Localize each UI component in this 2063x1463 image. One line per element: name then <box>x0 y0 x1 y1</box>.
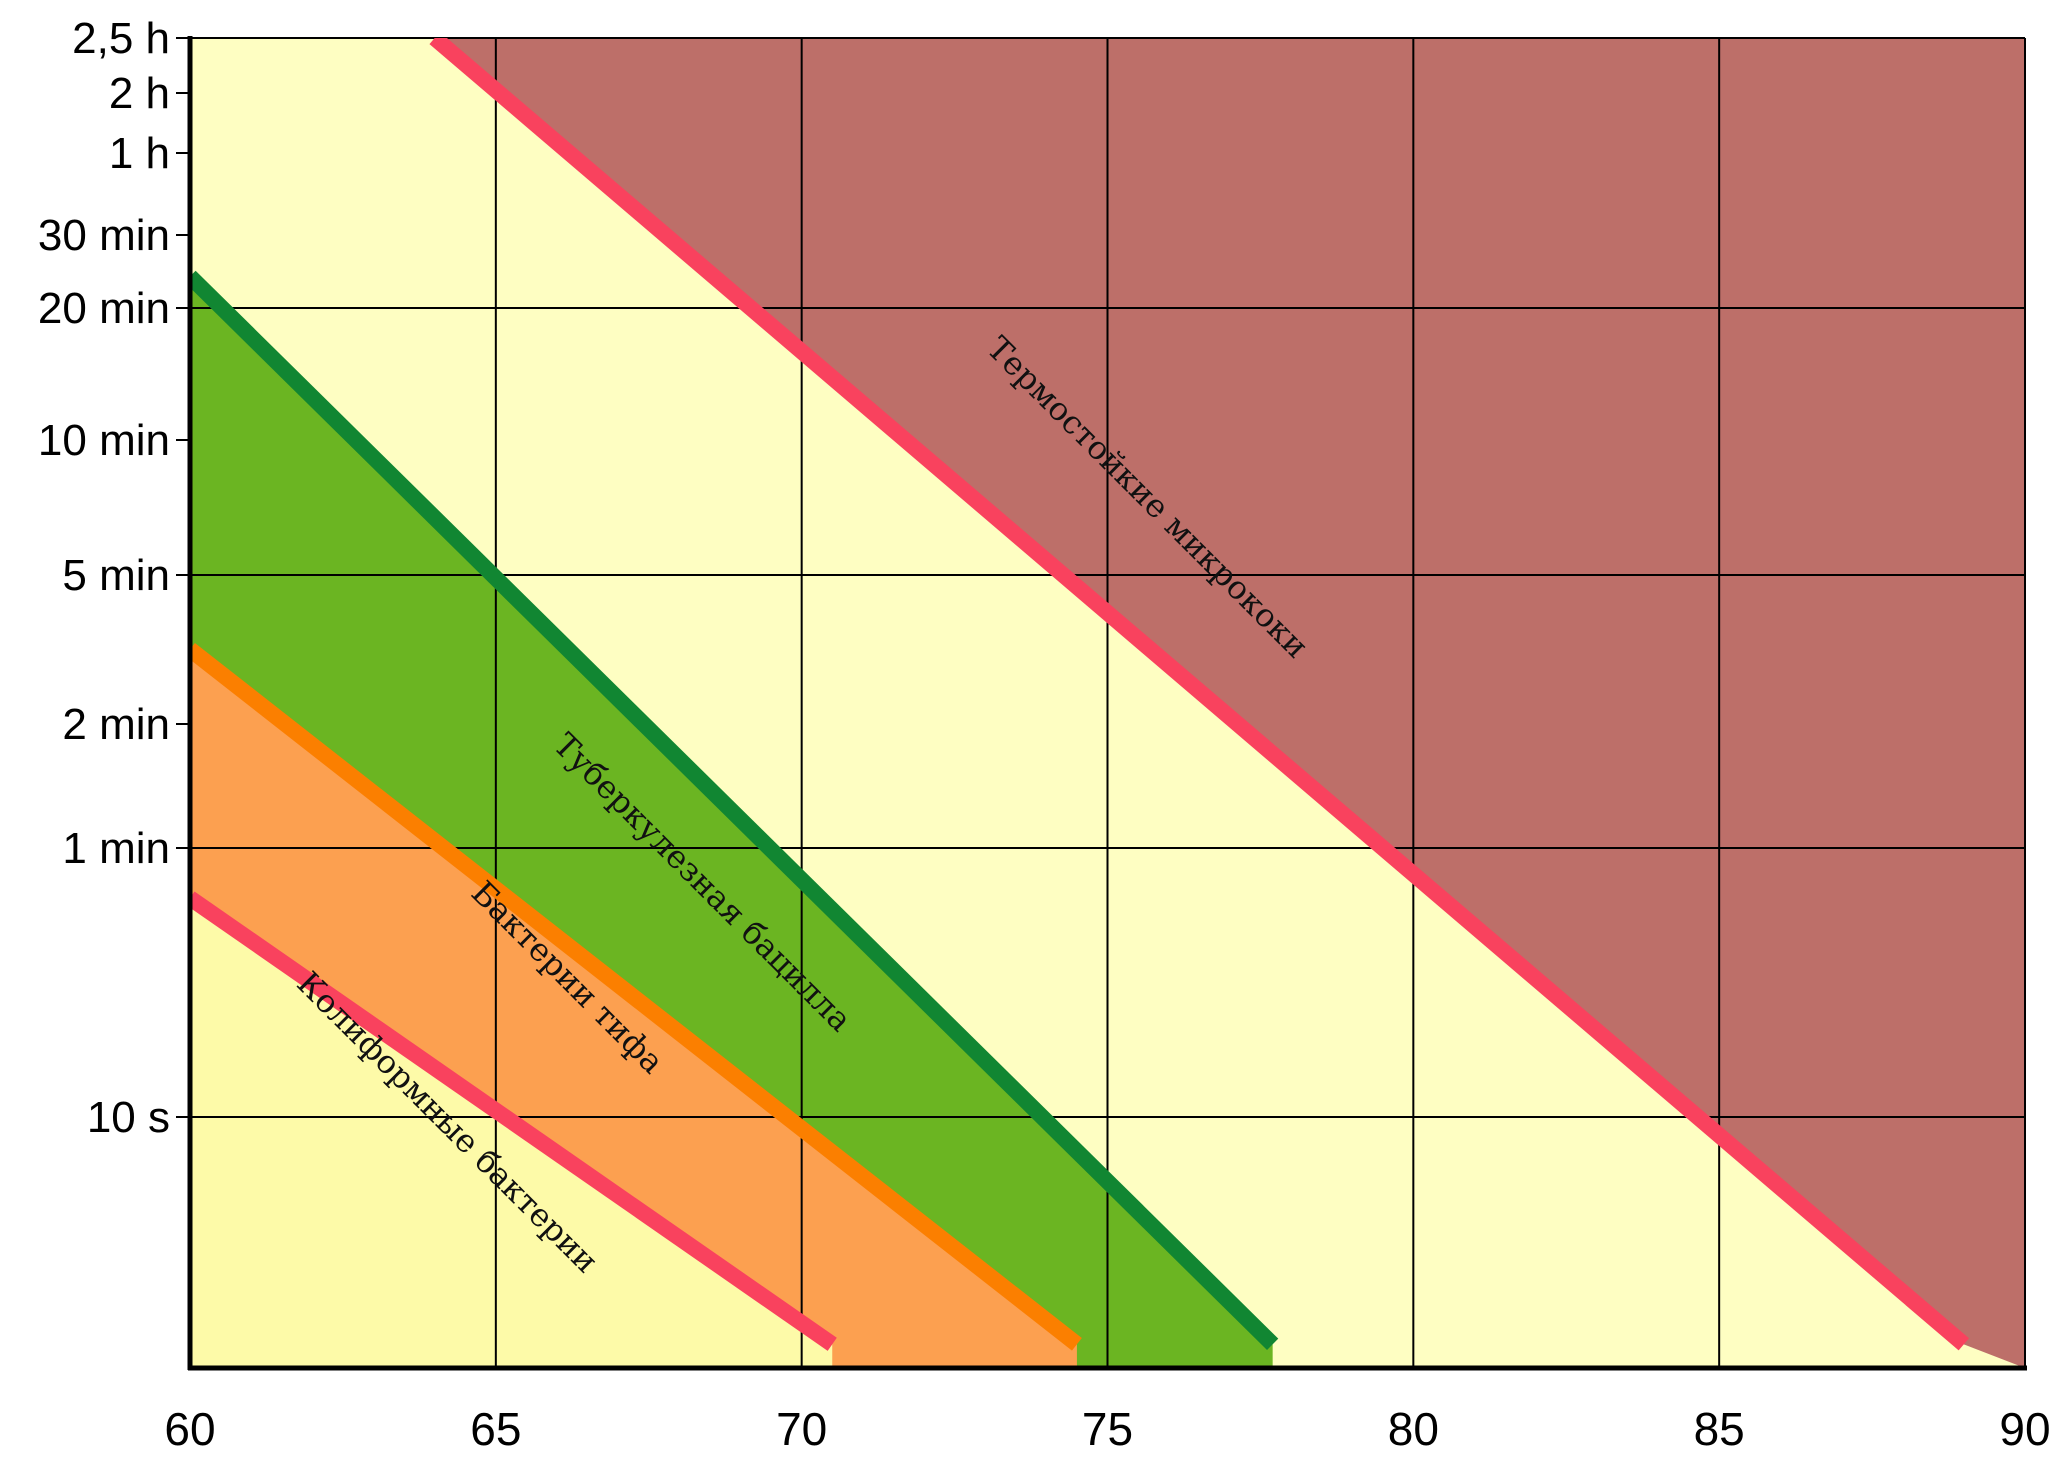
axes-layer <box>187 36 2027 1371</box>
x-tick-label-4: 80 <box>1388 1403 1439 1455</box>
y-tick-label-4: 20 min <box>38 284 170 333</box>
x-tick-label-6: 90 <box>1999 1403 2050 1455</box>
boundary-lines-layer <box>190 38 1970 1351</box>
y-tick-label-2: 1 h <box>109 129 170 178</box>
x-tick-label-0: 60 <box>164 1403 215 1455</box>
x-tick-label-2: 70 <box>776 1403 827 1455</box>
x-tick-label-3: 75 <box>1082 1403 1133 1455</box>
y-tick-label-7: 2 min <box>62 700 170 749</box>
y-tick-label-3: 30 min <box>38 211 170 260</box>
x-tick-label-1: 65 <box>470 1403 521 1455</box>
y-tick-label-9: 10 s <box>87 1093 170 1142</box>
y-tick-label-1: 2 h <box>109 69 170 118</box>
boundary-line-1 <box>190 642 1082 1351</box>
y-tick-label-8: 1 min <box>62 824 170 873</box>
boundary-line-3 <box>429 38 1970 1351</box>
y-tick-labels: 2,5 h 2 h 1 h 30 min 20 min 10 min 5 min 2 min 1… <box>38 14 190 1142</box>
boundary-line-0 <box>190 891 837 1351</box>
x-tick-label-5: 85 <box>1694 1403 1745 1455</box>
y-tick-label-0: 2,5 h <box>72 14 170 63</box>
y-tick-label-6: 5 min <box>62 551 170 600</box>
boundary-line-2 <box>190 270 1279 1351</box>
x-tick-labels: 60 65 70 75 80 85 90 <box>164 1403 2050 1455</box>
y-tick-label-5: 10 min <box>38 416 170 465</box>
